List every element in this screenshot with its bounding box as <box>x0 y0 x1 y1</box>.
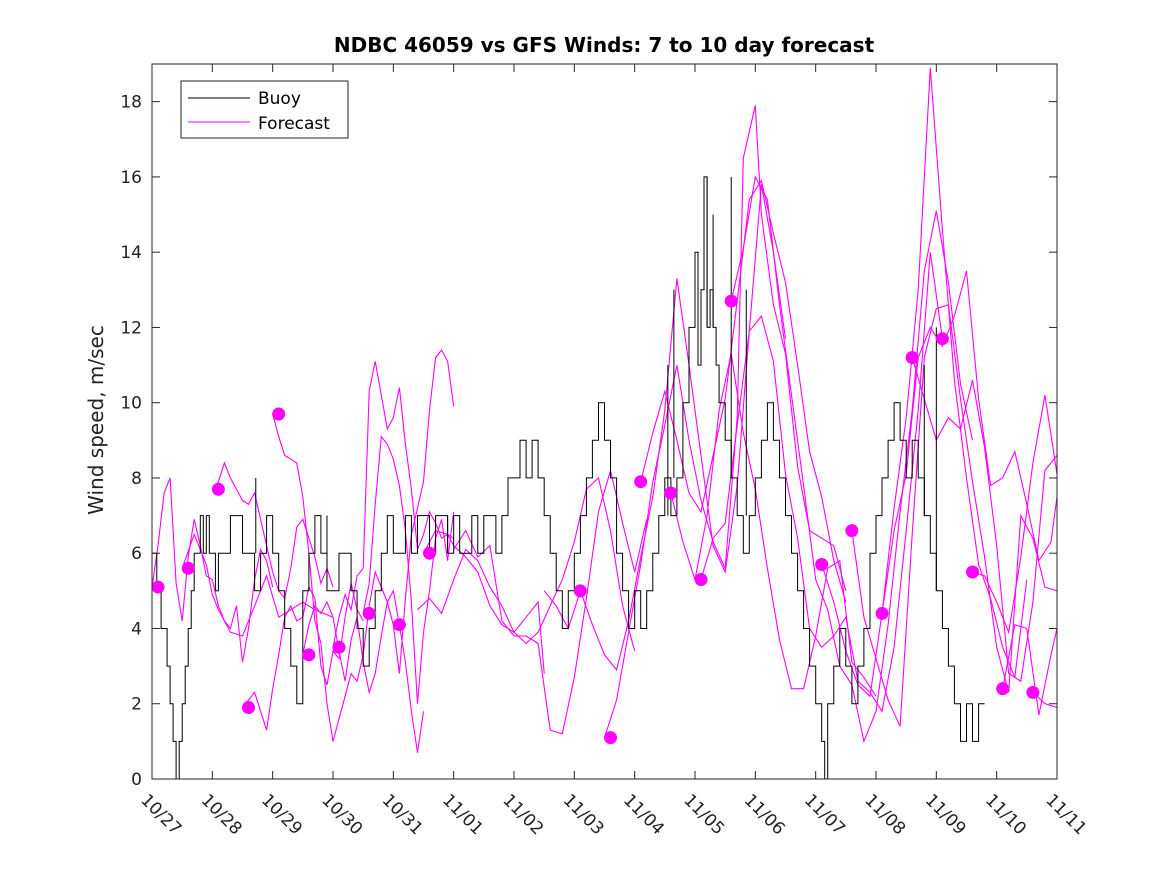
forecast-marker-23 <box>1026 685 1040 699</box>
forecast-line-4 <box>272 413 394 742</box>
forecast-line-10 <box>417 476 636 652</box>
y-tick-label-0: 0 <box>131 770 142 790</box>
forecast-marker-13 <box>664 486 678 500</box>
forecast-line-12 <box>543 184 787 672</box>
y-axis-label: Wind speed, m/sec <box>84 325 108 515</box>
forecast-marker-6 <box>332 640 346 654</box>
forecast-marker-1 <box>181 561 195 575</box>
axes-box <box>151 63 1058 780</box>
y-tick-label-7: 14 <box>120 243 142 263</box>
buoy-line <box>152 176 985 779</box>
forecast-marker-22 <box>996 682 1010 696</box>
forecast-line-19 <box>851 304 1057 727</box>
y-tick-label-5: 10 <box>120 394 142 414</box>
plot-layer <box>152 67 1057 779</box>
forecast-marker-2 <box>211 482 225 496</box>
forecast-line-13 <box>603 105 847 738</box>
y-tick-label-1: 2 <box>131 695 142 715</box>
forecast-line-16 <box>700 252 943 713</box>
forecast-line-23 <box>1002 623 1057 716</box>
forecast-line-20 <box>881 270 1057 614</box>
forecast-line-2 <box>211 461 334 600</box>
forecast-marker-0 <box>152 580 165 594</box>
forecast-line-1 <box>181 532 334 637</box>
forecast-line-18 <box>821 67 1028 698</box>
forecast-marker-18 <box>875 606 889 620</box>
y-tick-label-4: 8 <box>131 469 142 489</box>
forecast-marker-9 <box>423 546 437 560</box>
legend-box <box>180 80 349 139</box>
y-tick-label-3: 6 <box>131 544 142 564</box>
forecast-marker-15 <box>724 294 738 308</box>
chart-title: NDBC 46059 vs GFS Winds: 7 to 10 day for… <box>334 33 875 57</box>
forecast-line-22 <box>972 395 1057 635</box>
forecast-marker-17 <box>845 524 859 538</box>
forecast-marker-14 <box>694 573 708 587</box>
y-tick-label-2: 4 <box>131 619 142 639</box>
legend-buoy-label: Buoy <box>258 89 301 109</box>
forecast-line-11 <box>453 468 648 735</box>
y-tick-label-6: 12 <box>120 318 142 338</box>
forecast-marker-12 <box>634 475 648 489</box>
forecast-line-9 <box>423 529 545 674</box>
forecast-marker-8 <box>392 618 406 632</box>
forecast-marker-3 <box>242 701 256 714</box>
forecast-marker-4 <box>272 407 286 421</box>
forecast-marker-5 <box>302 648 316 662</box>
forecast-marker-11 <box>604 731 618 745</box>
forecast-marker-20 <box>935 332 949 346</box>
forecast-marker-10 <box>573 584 587 598</box>
forecast-line-15 <box>670 353 877 697</box>
forecast-marker-19 <box>905 351 919 365</box>
legend: Buoy Forecast <box>180 80 349 139</box>
y-tick-label-9: 18 <box>120 93 142 113</box>
forecast-marker-21 <box>966 565 980 579</box>
forecast-marker-7 <box>362 606 376 620</box>
legend-forecast-label: Forecast <box>258 114 330 134</box>
forecast-line-0 <box>152 477 274 663</box>
forecast-line-6 <box>332 361 454 648</box>
y-tick-label-8: 16 <box>120 168 142 188</box>
forecast-marker-16 <box>815 558 829 571</box>
